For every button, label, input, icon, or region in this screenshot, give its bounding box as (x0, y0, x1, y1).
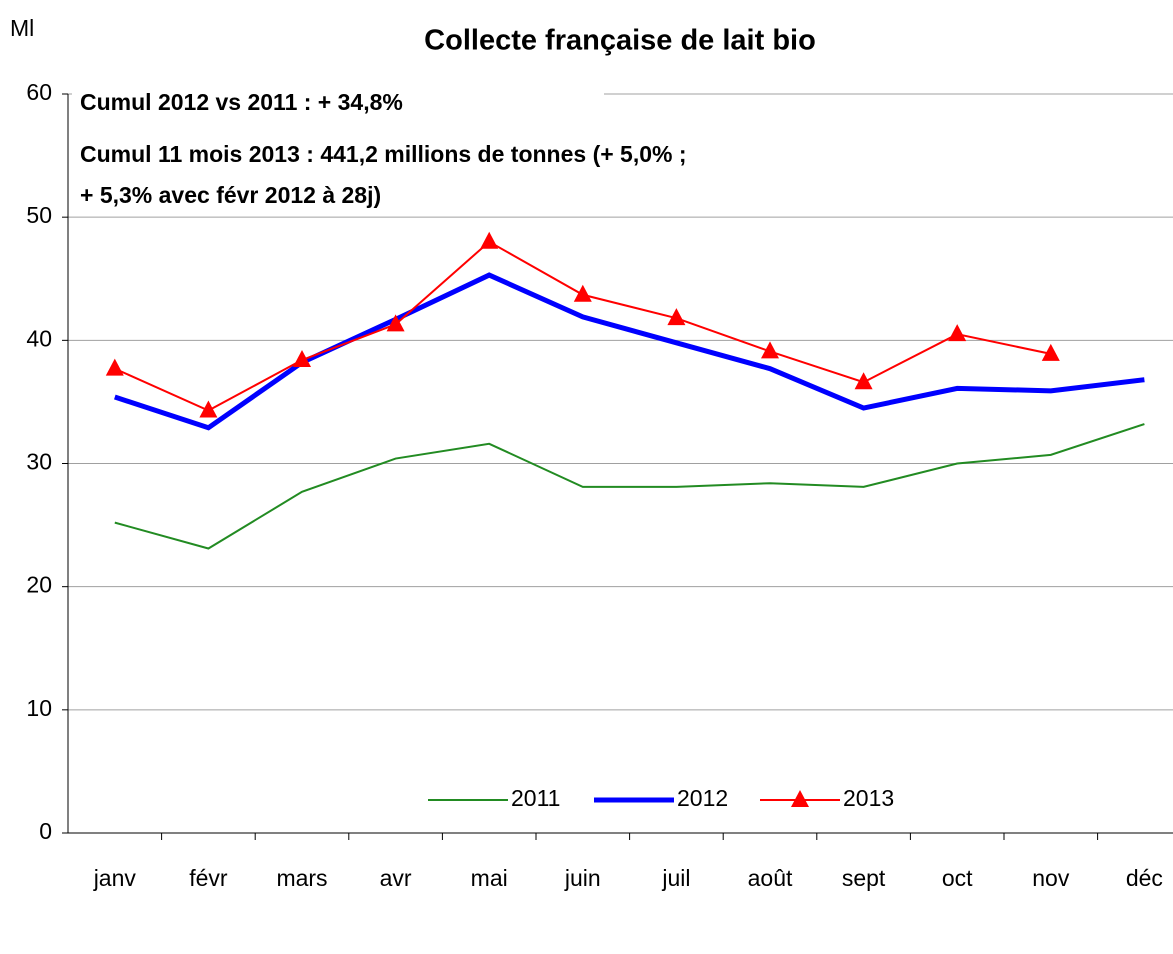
x-tick-label: avr (380, 865, 412, 891)
annotation-background (72, 132, 949, 216)
series (114, 272, 1145, 431)
y-tick-label: 50 (26, 202, 52, 228)
annotation: Cumul 2012 vs 2011 : + 34,8% (80, 89, 403, 115)
legend-label: 2011 (511, 785, 560, 811)
y-tick-label: 40 (26, 325, 52, 351)
x-tick-label: mars (276, 865, 327, 891)
marker (791, 790, 809, 807)
y-tick-label: 20 (26, 572, 52, 598)
legend-label: 2012 (677, 785, 728, 811)
x-tick-label: juil (661, 865, 690, 891)
marker (199, 400, 218, 418)
x-tick-label: juin (564, 865, 601, 891)
series (114, 423, 1145, 550)
annotation: Cumul 11 mois 2013 : 441,2 millions de t… (80, 141, 687, 167)
x-tick-label: oct (942, 865, 973, 891)
marker (761, 341, 779, 359)
line (114, 240, 1052, 412)
y-tick-label: 60 (26, 79, 52, 105)
x-tick-label: déc (1126, 865, 1163, 891)
line (114, 272, 1145, 431)
marker (386, 314, 405, 332)
y-axis-label: Ml (10, 15, 34, 41)
marker (854, 372, 873, 390)
marker (293, 350, 311, 368)
series (105, 231, 1060, 418)
marker (1041, 343, 1060, 361)
x-tick-label: janv (93, 865, 137, 891)
marker (573, 284, 592, 302)
x-tick-label: août (748, 865, 793, 891)
marker (480, 231, 499, 249)
x-tick-label: sept (842, 865, 886, 891)
marker (105, 358, 124, 376)
y-tick-label: 30 (26, 449, 52, 475)
x-tick-label: févr (189, 865, 228, 891)
line (114, 423, 1145, 550)
chart-title: Collecte française de lait bio (424, 25, 816, 57)
marker (948, 324, 967, 342)
x-tick-label: mai (471, 865, 508, 891)
legend-label: 2013 (843, 785, 894, 811)
y-tick-label: 10 (26, 695, 52, 721)
y-tick-label: 0 (39, 818, 52, 844)
annotation-background (72, 84, 604, 122)
annotation: + 5,3% avec févr 2012 à 28j) (80, 182, 381, 208)
x-tick-label: nov (1032, 865, 1070, 891)
marker (667, 308, 686, 326)
